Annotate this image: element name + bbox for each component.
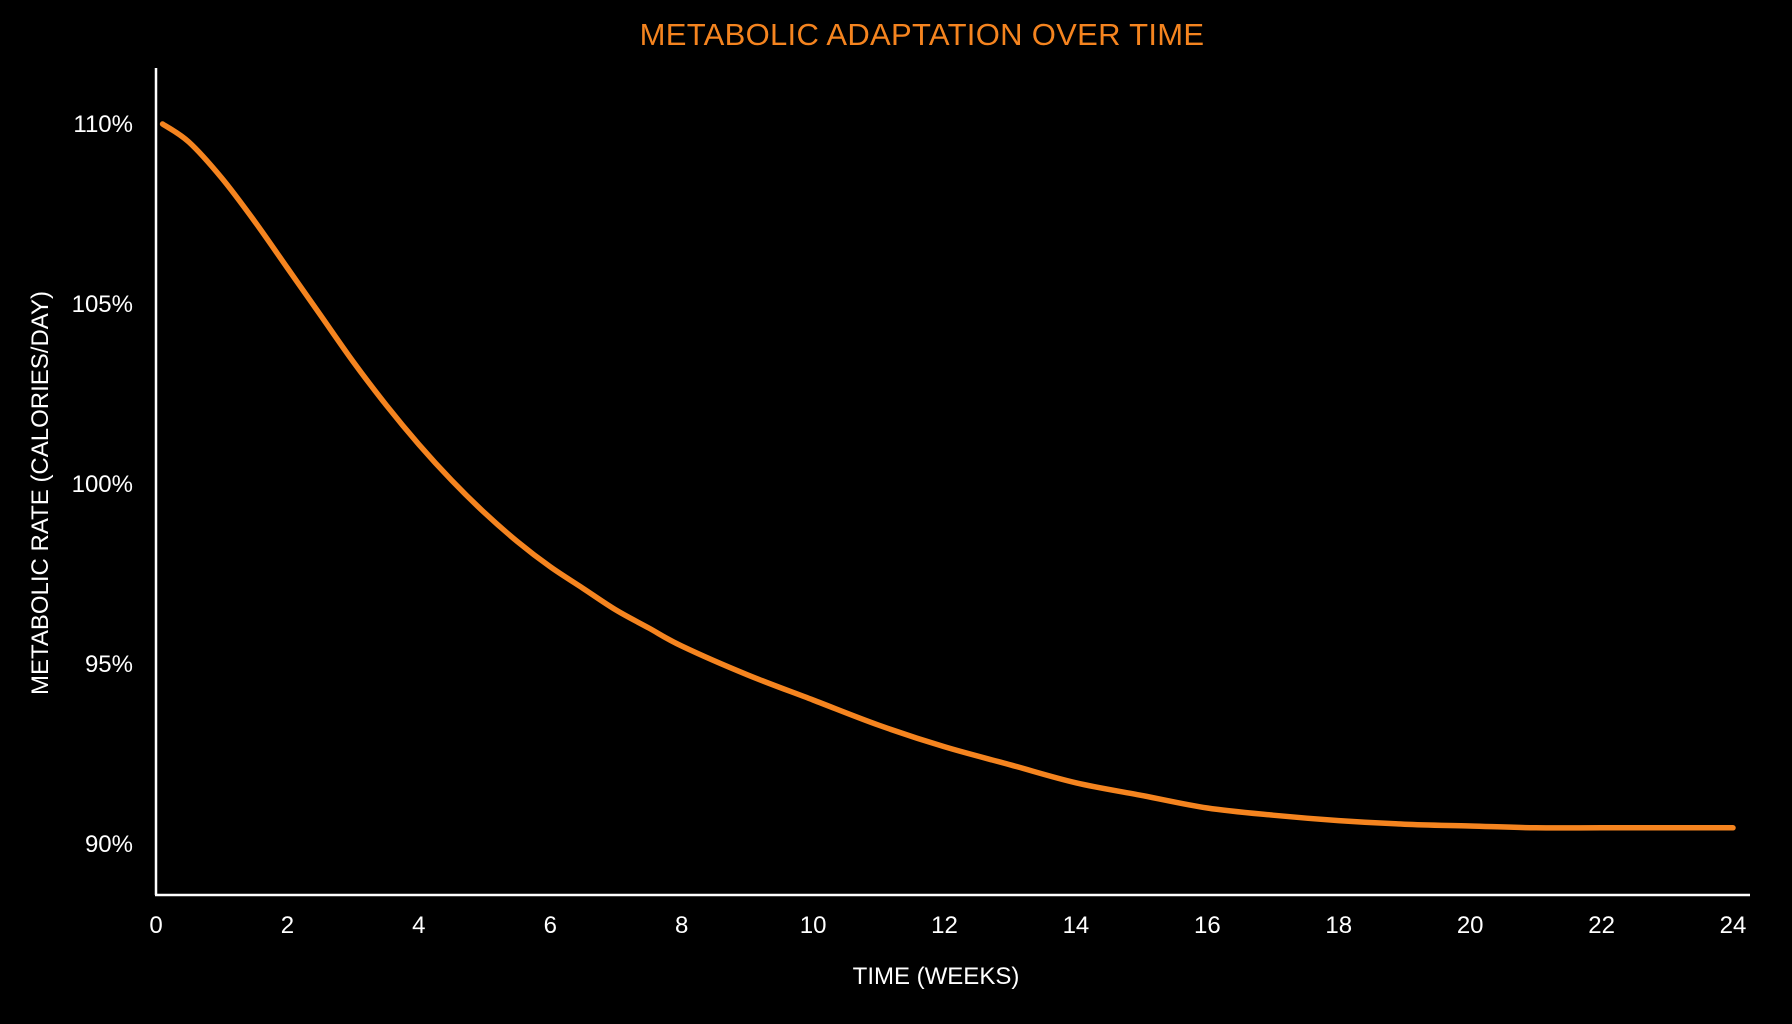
chart-title: METABOLIC ADAPTATION OVER TIME [640,17,1205,52]
x-tick-label: 14 [1063,912,1090,939]
series-line [159,121,1736,831]
y-tick-label: 90% [85,831,133,858]
y-tick-label: 110% [73,111,133,138]
x-tick-label: 4 [412,912,425,939]
x-tick-label: 24 [1720,912,1747,939]
x-tick-label: 8 [675,912,688,939]
x-tick-label: 2 [281,912,294,939]
x-tick-labels: 0 2 4 6 8 10 12 14 16 18 20 22 24 [149,912,1746,939]
y-tick-labels: 90% 95% 100% 105% 110% [72,111,133,858]
x-tick-label: 6 [544,912,557,939]
x-tick-label: 16 [1194,912,1221,939]
axes [154,68,1750,897]
series-group [159,121,1736,831]
y-tick-label: 100% [72,471,133,498]
x-tick-label: 0 [149,912,162,939]
x-tick-label: 20 [1457,912,1484,939]
y-axis-label: METABOLIC RATE (CALORIES/DAY) [27,291,54,695]
x-tick-label: 18 [1325,912,1352,939]
y-tick-label: 95% [85,651,133,678]
x-tick-label: 12 [931,912,958,939]
y-tick-label: 105% [72,291,133,318]
x-axis-label: TIME (WEEKS) [853,963,1020,990]
x-tick-label: 22 [1588,912,1615,939]
x-tick-label: 10 [800,912,827,939]
